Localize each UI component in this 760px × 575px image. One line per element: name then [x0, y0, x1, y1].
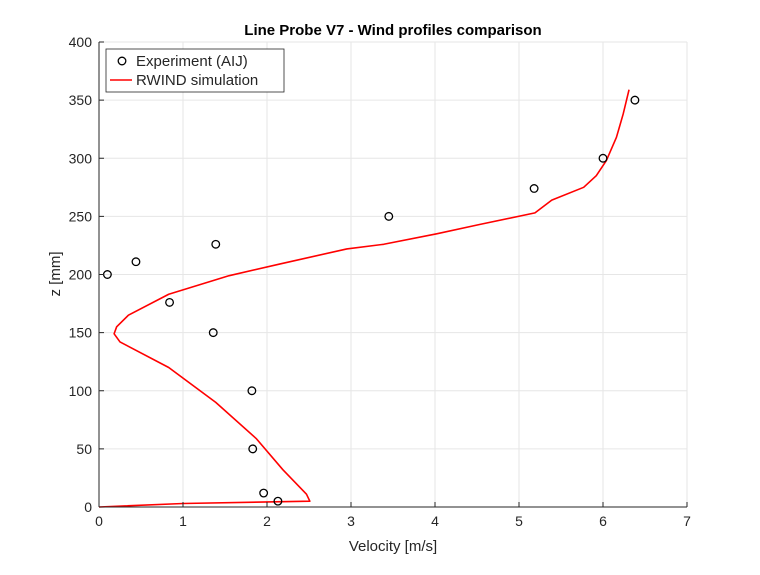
x-tick-label: 5: [515, 513, 523, 529]
y-tick-label: 50: [76, 441, 92, 457]
experiment-point: [211, 239, 221, 249]
plot-area: [98, 89, 640, 508]
x-tick-label: 6: [599, 513, 607, 529]
x-tick-label: 7: [683, 513, 691, 529]
x-axis-label: Velocity [m/s]: [349, 538, 437, 555]
y-tick-label: 250: [69, 208, 93, 224]
y-tick-label: 300: [69, 150, 93, 166]
legend-label-experiment: Experiment (AIJ): [136, 53, 248, 70]
experiment-point: [630, 95, 640, 105]
legend: Experiment (AIJ) RWIND simulation: [105, 48, 285, 93]
legend-label-simulation: RWIND simulation: [136, 72, 258, 89]
y-tick-label: 100: [69, 383, 93, 399]
experiment-point: [248, 444, 258, 454]
y-tick-label: 150: [69, 325, 93, 341]
y-tick-label: 400: [69, 34, 93, 50]
legend-marker-experiment: [117, 56, 127, 66]
experiment-point: [273, 496, 283, 506]
axes: 0 1 2 3 4 5 6 7 0 50 100 150 200 250 300 350 400: [69, 34, 691, 529]
x-tick-label: 1: [179, 513, 187, 529]
x-tick-label: 4: [431, 513, 439, 529]
x-tick-label: 2: [263, 513, 271, 529]
y-tick-label: 0: [84, 499, 92, 515]
experiment-point: [384, 211, 394, 221]
experiment-point: [529, 184, 539, 193]
experiment-point: [208, 328, 218, 338]
experiment-point: [165, 297, 175, 307]
experiment-point: [247, 386, 257, 396]
simulation-line: [98, 89, 630, 508]
x-tick-label: 0: [95, 513, 103, 529]
chart-title: Line Probe V7 - Wind profiles comparison: [244, 22, 541, 39]
y-tick-label: 200: [69, 267, 93, 283]
experiment-point: [259, 488, 269, 498]
experiment-point: [598, 153, 608, 163]
y-axis-label: z [mm]: [47, 252, 64, 297]
y-tick-label: 350: [69, 92, 93, 108]
x-tick-label: 3: [347, 513, 355, 529]
experiment-point: [131, 257, 141, 267]
